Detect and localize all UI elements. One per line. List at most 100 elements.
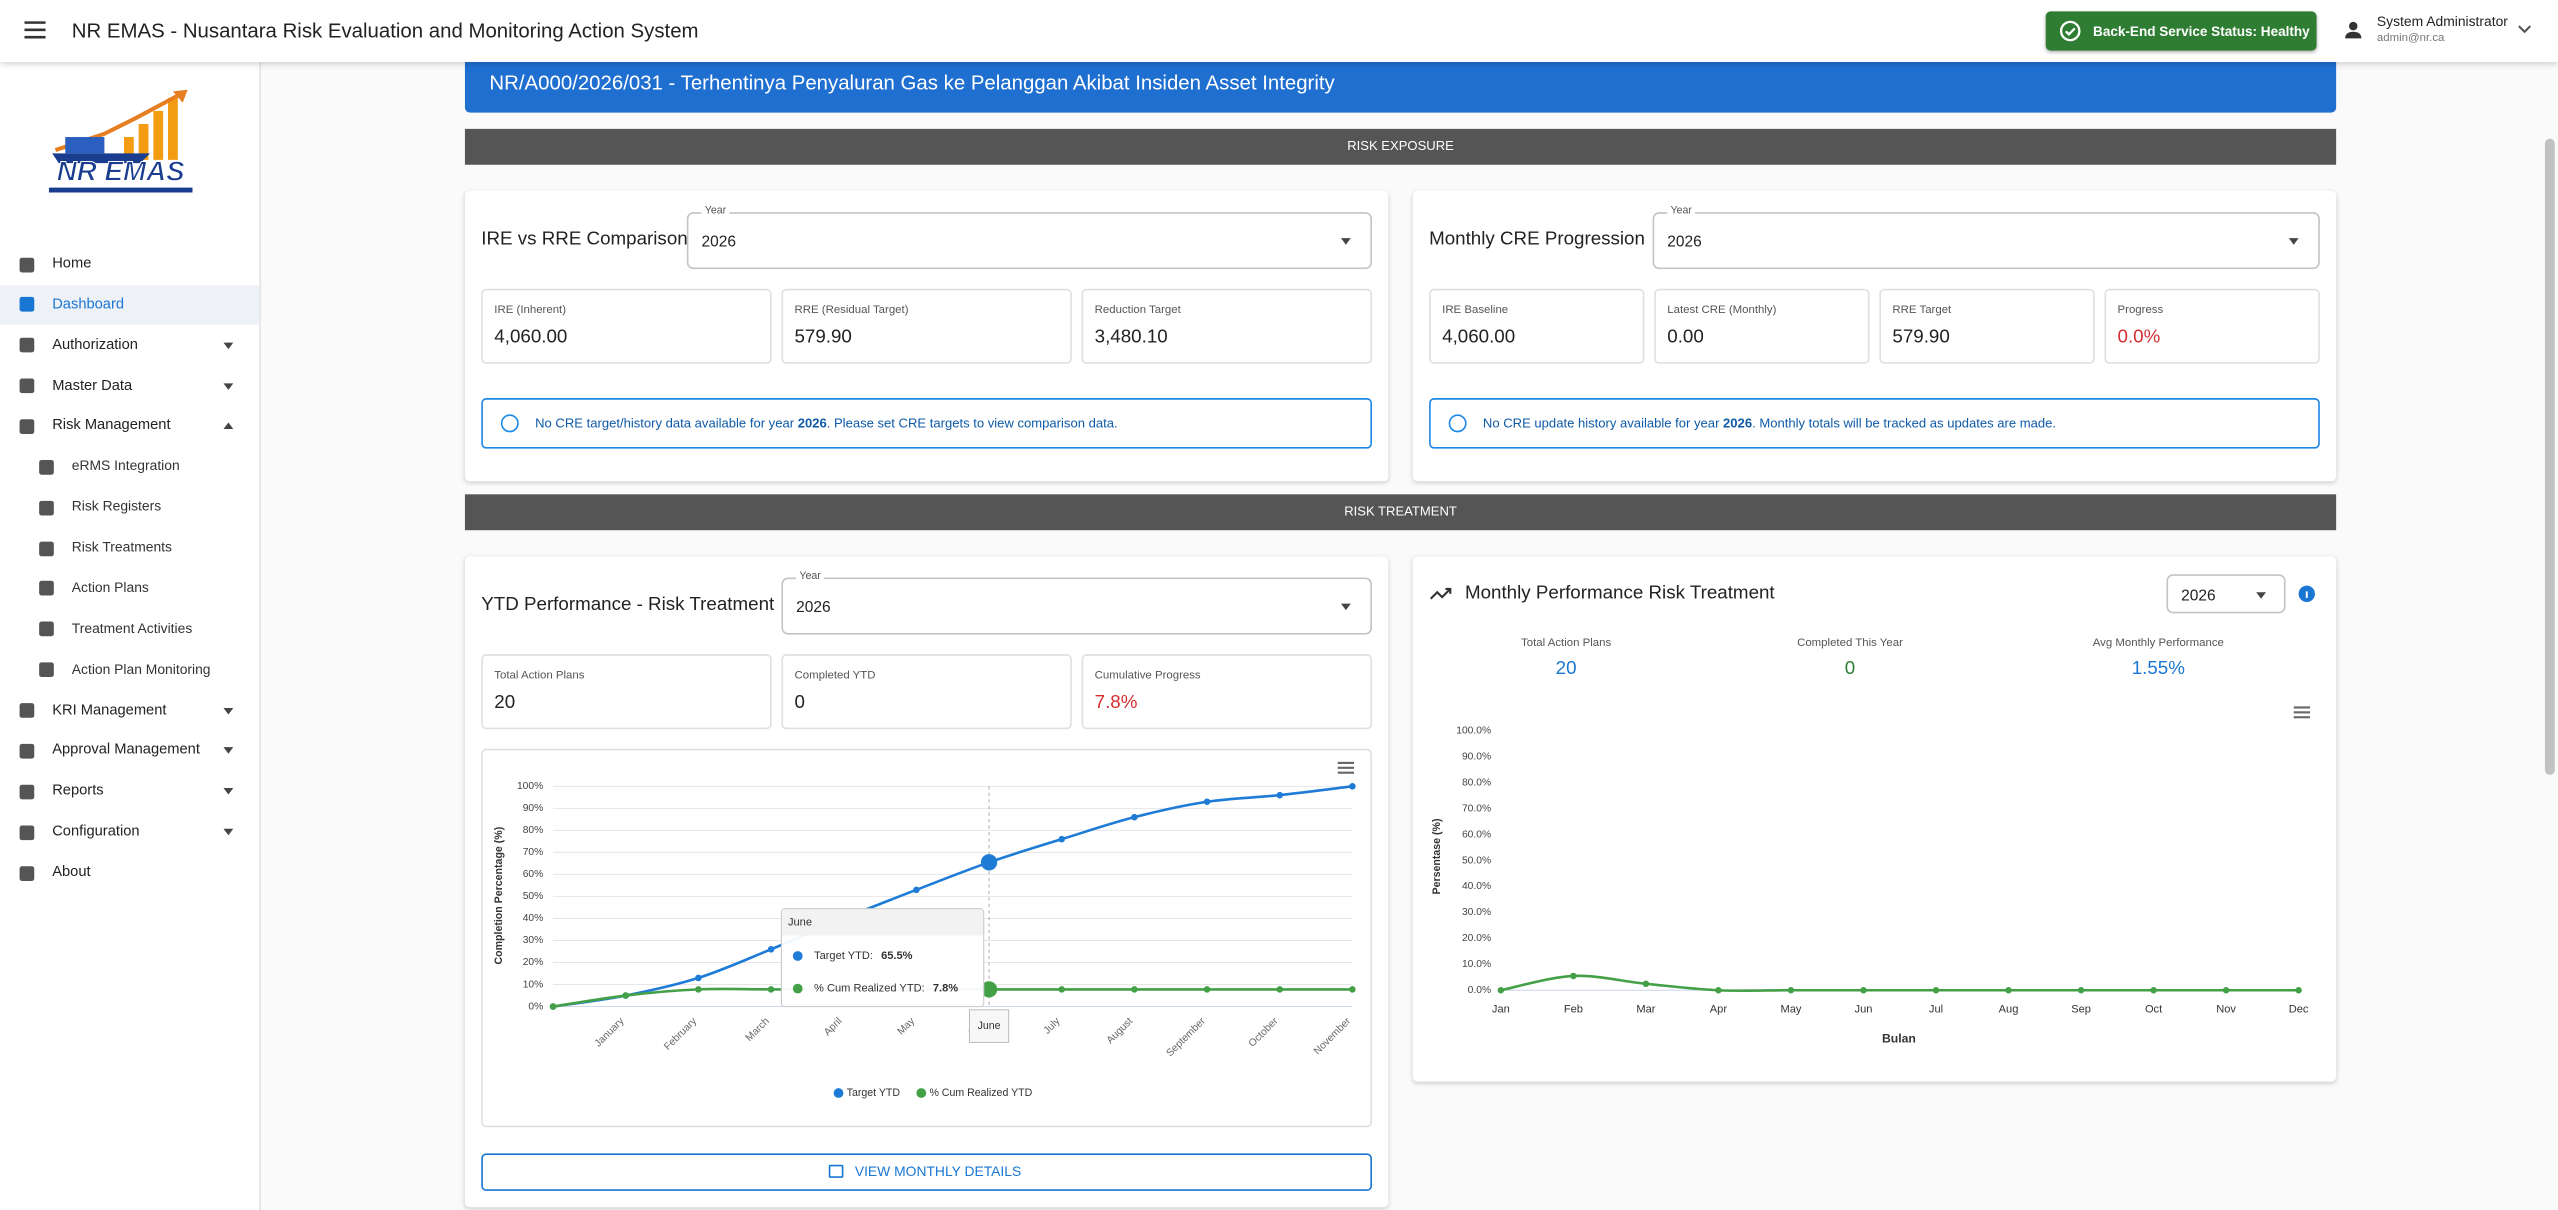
stat-value: 4,060.00: [1442, 327, 1516, 348]
stat-value: 7.8%: [1094, 693, 1138, 713]
card: [1412, 556, 2337, 1082]
alert-year: 2026: [797, 416, 827, 431]
alert-text: No CRE update history available for year: [1482, 416, 1724, 431]
menu-item[interactable]: Reports: [52, 781, 104, 799]
top-bar: NR EMAS - Nusantara Risk Evaluation and …: [0, 0, 2558, 62]
user-icon[interactable]: [2344, 21, 2362, 39]
card-title: IRE vs RRE Comparison: [481, 230, 688, 250]
stat-box: RRE Target 579.90: [1879, 288, 2095, 364]
year-select[interactable]: Year 2026: [1652, 205, 2320, 270]
card-title: Monthly Performance Risk Treatment: [1464, 584, 1775, 604]
user-email: admin@nr.ca: [2376, 32, 2445, 45]
stat-value: 0: [794, 693, 805, 713]
info-icon: [1448, 414, 1467, 433]
stat-value: 0: [1844, 659, 1856, 679]
menu-item[interactable]: KRI Management: [52, 700, 167, 718]
menu-arrow[interactable]: [223, 382, 234, 390]
menu-icon: [19, 419, 35, 434]
year-select[interactable]: Year 2026: [781, 570, 1372, 635]
stat-label: Avg Monthly Performance: [2092, 637, 2224, 650]
chart-box: [481, 748, 1372, 1128]
menu-icon: [39, 622, 54, 637]
stat-label: Cumulative Progress: [1094, 670, 1201, 682]
menu-item[interactable]: Risk Management: [52, 416, 171, 434]
stat-box: Completed YTD 0: [781, 654, 1072, 730]
menu-item[interactable]: Home: [52, 254, 92, 271]
submenu-item[interactable]: Action Plan Monitoring: [71, 660, 211, 677]
menu-icon: [39, 540, 54, 556]
select-value: 2026: [2181, 587, 2216, 606]
stat-label: IRE Baseline: [1442, 305, 1509, 317]
user-name: System Administrator: [2376, 13, 2508, 30]
stat-value: 579.90: [794, 327, 852, 348]
user-menu-arrow[interactable]: [2517, 24, 2532, 34]
menu-arrow[interactable]: [223, 829, 234, 836]
menu-item[interactable]: Configuration: [52, 822, 140, 839]
scrollbar[interactable]: [2544, 138, 2555, 775]
status-button[interactable]: Back-End Service Status: Healthy: [2045, 11, 2317, 51]
sidebar: NR EMAS Home Dashboard Authorization Master…: [0, 61, 262, 1210]
menu-icon: [19, 297, 35, 313]
menu-icon: [19, 824, 35, 840]
menu-arrow[interactable]: [223, 423, 234, 430]
alert-text: . Monthly totals will be tracked as upda…: [1752, 416, 2057, 431]
stat-label: IRE (Inherent): [494, 305, 567, 317]
info-alert: No CRE target/history data available for…: [481, 398, 1372, 449]
logo-text: NR EMAS: [57, 155, 185, 186]
menu-item[interactable]: Approval Management: [52, 741, 200, 758]
select-value: 2026: [701, 233, 736, 252]
stat-box: RRE (Residual Target) 579.90: [781, 288, 1072, 364]
menu-arrow[interactable]: [223, 342, 234, 349]
stat-label: Reduction Target: [1094, 305, 1181, 317]
section-header: RISK EXPOSURE: [464, 128, 2337, 165]
alert-text: No CRE target/history data available for…: [535, 416, 798, 431]
alert-text: . Please set CRE targets to view compari…: [826, 416, 1118, 431]
alert-year: 2026: [1723, 416, 1753, 431]
menu-item[interactable]: Authorization: [52, 335, 138, 352]
menu-arrow[interactable]: [223, 707, 234, 714]
menu-icon: [19, 256, 35, 272]
stat-value: 3,480.10: [1094, 327, 1168, 348]
stat-box: IRE (Inherent) 4,060.00: [481, 288, 772, 364]
submenu-item[interactable]: Action Plans: [71, 579, 149, 596]
submenu-item[interactable]: Risk Registers: [71, 497, 162, 515]
stat-value: 4,060.00: [494, 327, 568, 348]
year-select[interactable]: 2026: [2166, 574, 2286, 614]
select-arrow: [1340, 603, 1351, 611]
menu-icon: [39, 662, 54, 678]
stat-box: Latest CRE (Monthly) 0.00: [1654, 288, 1870, 364]
active-menu-bg: [0, 285, 260, 325]
stat-value: 0.00: [1667, 327, 1704, 348]
menu-icon: [19, 703, 35, 718]
stat-label: Total Action Plans: [1521, 637, 1612, 650]
menu-arrow[interactable]: [223, 747, 234, 755]
info-icon: [500, 414, 519, 433]
view-details-button[interactable]: VIEW MONTHLY DETAILS: [481, 1153, 1372, 1191]
menu-arrow[interactable]: [223, 788, 234, 795]
menu-icon: [19, 378, 35, 394]
select-label: Year: [701, 205, 730, 217]
stat-label: Completed This Year: [1797, 637, 1903, 650]
submenu-item[interactable]: Risk Treatments: [71, 538, 172, 555]
stat-box: Cumulative Progress 7.8%: [1081, 654, 1372, 730]
menu-item[interactable]: Dashboard: [52, 295, 125, 312]
menu-item[interactable]: Master Data: [52, 376, 133, 393]
menu-item[interactable]: About: [52, 863, 91, 880]
select-arrow: [2288, 238, 2299, 245]
stat-label: Completed YTD: [794, 670, 876, 682]
stat-value: 1.55%: [2131, 659, 2185, 679]
risk-banner: NR/A000/2026/031 - Terhentinya Penyalura…: [464, 61, 2337, 113]
submenu-item[interactable]: Treatment Activities: [71, 619, 193, 636]
stat-value: 0.0%: [2117, 327, 2161, 348]
submenu-item[interactable]: eRMS Integration: [71, 457, 180, 474]
stat-box: IRE Baseline 4,060.00: [1429, 288, 1645, 364]
stat-value: 20: [494, 693, 516, 713]
select-label: Year: [1667, 205, 1696, 217]
year-select[interactable]: Year 2026: [686, 205, 1372, 270]
menu-icon: [39, 500, 54, 516]
app-title: NR EMAS - Nusantara Risk Evaluation and …: [71, 19, 699, 43]
select-value: 2026: [1667, 233, 1702, 252]
menu-toggle[interactable]: [24, 21, 46, 39]
